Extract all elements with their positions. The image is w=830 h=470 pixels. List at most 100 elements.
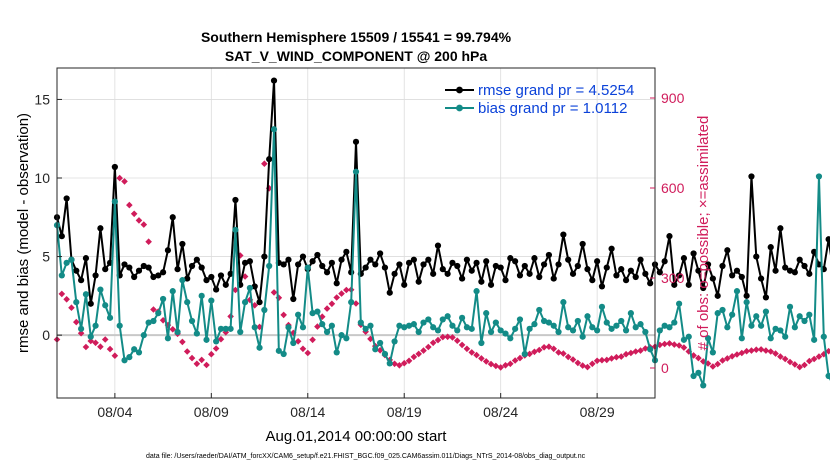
bias-point <box>102 302 109 309</box>
obs-count-point <box>724 355 731 362</box>
bias-point <box>584 313 591 320</box>
x-tick-label: 08/24 <box>483 404 518 420</box>
y-tick-label: 0 <box>42 327 50 343</box>
rmse-point <box>169 214 176 221</box>
legend-bias-label: bias grand pr = 1.0112 <box>478 100 627 117</box>
obs-count-point <box>593 357 601 365</box>
obs-count-point <box>280 311 287 319</box>
obs-count-point <box>569 356 577 363</box>
rmse-point <box>458 275 466 282</box>
bias-point <box>772 325 779 332</box>
rmse-point <box>719 262 726 270</box>
rmse-point <box>738 273 745 281</box>
obs-count-series <box>53 160 830 371</box>
obs-count-point <box>241 273 249 280</box>
bias-point <box>695 369 702 376</box>
rmse-point <box>463 256 471 263</box>
y-axis-left: 0 5 10 15 <box>34 91 62 343</box>
rmse-point <box>627 267 634 274</box>
obs-count-point <box>545 343 553 350</box>
y-axis-label: rmse and bias (model - observation) <box>15 113 32 353</box>
rmse-point <box>449 259 456 266</box>
rmse-point <box>63 195 70 202</box>
obs-count-point <box>415 350 422 358</box>
bias-point <box>425 316 432 323</box>
bias-point <box>733 288 741 295</box>
bias-point <box>362 325 369 332</box>
obs-count-point <box>613 353 620 361</box>
bias-point <box>468 325 475 332</box>
obs-count-point <box>294 338 302 345</box>
rmse-point <box>251 283 258 290</box>
bias-point <box>806 311 813 318</box>
obs-count-point <box>444 333 451 341</box>
bias-point <box>560 299 567 306</box>
obs-count-point <box>806 357 813 365</box>
bias-point <box>487 328 495 336</box>
bias-point <box>753 313 760 320</box>
obs-count-point <box>333 294 341 301</box>
rmse-point <box>647 280 654 287</box>
bias-point <box>458 314 466 321</box>
rmse-point <box>603 264 610 271</box>
bias-point <box>439 316 446 323</box>
obs-count-point <box>487 360 495 368</box>
bias-point <box>526 325 533 332</box>
bias-point <box>111 198 118 205</box>
y2-tick-label: 600 <box>661 180 685 196</box>
bias-point <box>174 328 181 336</box>
bias-point <box>328 322 335 329</box>
rmse-point <box>622 277 630 284</box>
chart-subtitle: SAT_V_WIND_COMPONENT @ 200 hPa <box>225 48 488 64</box>
obs-count-point <box>256 323 263 331</box>
bias-point <box>449 322 456 329</box>
rmse-point <box>333 280 340 287</box>
obs-count-point <box>685 348 693 355</box>
rmse-point <box>704 261 712 268</box>
obs-count-point <box>92 339 99 347</box>
rmse-point <box>642 270 649 277</box>
rmse-point <box>478 278 485 285</box>
obs-count-point <box>786 358 794 366</box>
rmse-point <box>425 256 432 263</box>
rmse-point <box>256 299 263 306</box>
obs-count-point <box>251 302 259 309</box>
obs-count-point <box>642 345 649 352</box>
rmse-point <box>145 264 152 271</box>
obs-count-point <box>589 360 596 368</box>
y2-axis-label: # of obs: o=possible; ×=assimilated <box>695 116 712 351</box>
rmse-point <box>796 256 803 263</box>
obs-count-point <box>429 339 437 347</box>
bias-point <box>159 295 167 303</box>
obs-count-point <box>526 350 533 358</box>
obs-count-point <box>492 362 500 370</box>
bias-point <box>589 324 596 331</box>
rmse-point <box>733 267 741 274</box>
obs-count-point <box>453 337 461 344</box>
rmse-point <box>314 251 321 259</box>
bias-point <box>68 256 75 263</box>
bias-point <box>78 325 85 332</box>
bias-point <box>661 322 668 329</box>
rmse-point <box>757 275 765 282</box>
rmse-point <box>97 225 104 232</box>
obs-count-point <box>323 305 331 312</box>
rmse-point <box>772 267 779 274</box>
obs-count-point <box>314 323 321 330</box>
obs-count-point <box>680 344 688 351</box>
bias-point <box>815 173 823 180</box>
bias-point <box>63 259 70 266</box>
obs-count-point <box>101 336 109 343</box>
bias-point <box>782 333 789 340</box>
obs-count-point <box>270 289 278 296</box>
bias-point <box>401 324 408 331</box>
rmse-point <box>516 272 524 279</box>
bias-point <box>497 327 504 334</box>
rmse-point <box>497 264 504 271</box>
rmse-point <box>246 258 254 265</box>
rmse-point <box>550 275 557 282</box>
rmse-point <box>290 295 297 303</box>
obs-count-point <box>719 357 726 364</box>
rmse-point <box>217 272 225 279</box>
bias-point <box>396 322 403 329</box>
